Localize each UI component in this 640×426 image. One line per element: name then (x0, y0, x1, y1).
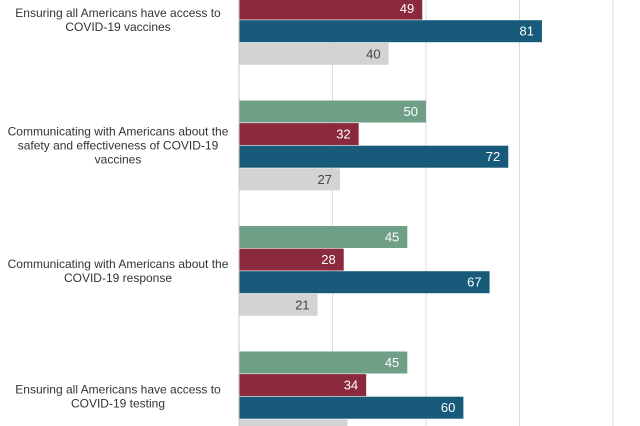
category-label-line: Ensuring all Americans have access to (15, 6, 221, 20)
bar (239, 168, 340, 191)
category-label-line: Ensuring all Americans have access to (15, 383, 221, 397)
bar (239, 419, 348, 426)
bar (239, 271, 490, 294)
bar (239, 351, 408, 374)
category-label: Ensuring all Americans have access to COV… (15, 383, 221, 411)
category-label-line: COVID-19 testing (71, 397, 165, 411)
bar (239, 20, 542, 43)
category-label-line: Communicating with Americans about the (8, 125, 229, 139)
data-label: 21 (295, 297, 309, 312)
data-label: 32 (336, 127, 350, 142)
data-label: 28 (321, 252, 335, 267)
data-label: 34 (344, 378, 358, 393)
bar (239, 248, 344, 271)
bar (239, 145, 509, 168)
data-label: 81 (519, 24, 533, 39)
bar (239, 293, 318, 316)
data-label: 29 (325, 423, 339, 426)
bar (239, 396, 464, 419)
data-label: 45 (385, 230, 399, 245)
category-label-line: vaccines (95, 153, 142, 167)
bars: 49 81 40 50 32 72 27 45 28 67 21 45 34 60 29 (239, 0, 542, 426)
category-label: Ensuring all Americans have access to COV… (15, 6, 221, 34)
bar (239, 100, 426, 123)
bar (239, 374, 367, 397)
category-label-line: COVID-19 response (64, 271, 172, 285)
data-label: 49 (400, 1, 414, 16)
data-label: 50 (404, 104, 418, 119)
category-label: Communicating with Americans about the CO… (8, 257, 229, 285)
data-label: 45 (385, 355, 399, 370)
data-label: 40 (366, 46, 380, 61)
category-label-line: COVID-19 vaccines (65, 20, 170, 34)
category-label: Communicating with Americans about the sa… (8, 125, 229, 167)
category-label-line: Communicating with Americans about the (8, 257, 229, 271)
category-label-line: safety and effectiveness of COVID-19 (18, 139, 219, 153)
bar (239, 42, 389, 65)
bar (239, 0, 423, 20)
data-label: 27 (318, 172, 332, 187)
data-label: 67 (467, 275, 481, 290)
data-label: 72 (486, 149, 500, 164)
data-label: 60 (441, 400, 455, 415)
bar (239, 226, 408, 248)
bar (239, 123, 359, 146)
